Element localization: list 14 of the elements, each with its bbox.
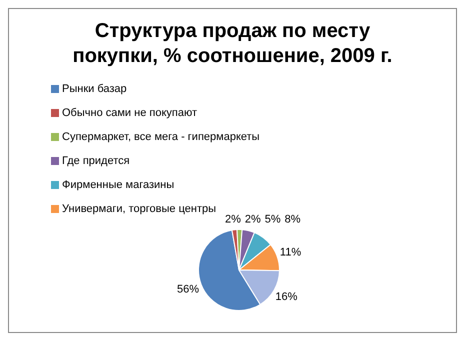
legend-label: Рынки базар	[62, 83, 127, 95]
data-label: 5%	[264, 214, 281, 226]
legend-label: Фирменные магазины	[62, 179, 174, 191]
legend-label: Супермаркет, все мега - гипермаркеты	[62, 131, 260, 143]
data-label: 56%	[177, 283, 200, 296]
data-label: 2%	[244, 214, 261, 226]
legend-label: Где придется	[62, 155, 130, 167]
legend-label: Универмаги, торговые центры	[62, 203, 216, 215]
data-label: 8%	[284, 214, 301, 226]
data-label: 16%	[275, 290, 298, 303]
legend-label: Обычно сами не покупают	[62, 107, 198, 119]
data-label: 11%	[280, 246, 302, 258]
chart-title: Структура продаж по месту покупки, % соотношение, 2009 г.	[72, 19, 394, 69]
data-label: 2%	[224, 214, 242, 226]
